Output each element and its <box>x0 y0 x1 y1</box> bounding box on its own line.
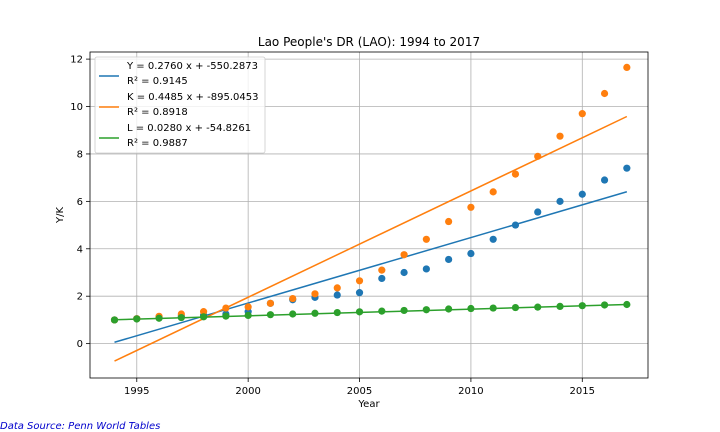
legend-r2-L: R² = 0.9887 <box>127 138 188 149</box>
data-point-L <box>333 308 341 317</box>
data-point-K <box>600 89 609 98</box>
data-point-L <box>222 312 230 320</box>
plot-frame <box>89 51 649 379</box>
y-tick-label: 8 <box>77 149 83 160</box>
data-point-L <box>155 314 163 322</box>
legend-equation-L: L = 0.0280 x + -54.8261 <box>127 123 251 134</box>
x-tick-label: 2005 <box>347 386 372 397</box>
data-point-L <box>289 310 297 318</box>
x-ticks: 1995 2000 2005 2010 2015 <box>124 378 595 397</box>
y-axis-label: Y/K <box>55 207 66 224</box>
fit-line-L <box>114 303 627 321</box>
data-point-L <box>133 315 141 323</box>
chart-title: Lao People's DR (LAO): 1994 to 2017 <box>258 35 480 49</box>
data-point-Y <box>378 274 386 283</box>
legend-r2-Y: R² = 0.9145 <box>127 76 188 87</box>
data-point-L <box>244 311 252 320</box>
data-point-Y <box>623 164 631 172</box>
data-point-K <box>266 299 275 307</box>
x-tick-label: 2010 <box>458 386 483 397</box>
x-axis-label: Year <box>357 399 380 410</box>
data-point-Y <box>333 291 341 299</box>
y-tick-label: 2 <box>77 292 83 303</box>
fit-lines <box>114 115 628 362</box>
data-point-K <box>333 284 341 292</box>
x-tick-label: 2000 <box>235 386 260 397</box>
data-point-Y <box>578 190 586 198</box>
legend-r2-K: R² = 0.8918 <box>127 107 188 118</box>
y-tick-label: 6 <box>77 197 83 208</box>
data-point-L <box>467 304 475 313</box>
data-point-L <box>534 303 542 311</box>
data-point-L <box>600 301 609 309</box>
data-point-K <box>489 188 497 196</box>
data-point-K <box>534 152 542 160</box>
data-point-K <box>623 63 631 72</box>
data-point-Y <box>600 176 609 184</box>
data-point-L <box>578 302 586 310</box>
data-point-Y <box>400 268 408 277</box>
x-tick-label: 2015 <box>570 386 595 397</box>
data-point-K <box>200 308 208 316</box>
data-point-K <box>578 110 586 118</box>
data-point-L <box>177 313 185 322</box>
data-point-Y <box>534 208 542 216</box>
data-point-K <box>222 304 230 312</box>
data-point-K <box>422 235 430 243</box>
data-point-Y <box>511 221 520 229</box>
data-point-K <box>445 217 453 226</box>
data-point-L <box>445 305 453 313</box>
data-point-K <box>244 303 252 311</box>
y-ticks: 0 2 4 6 8 10 12 <box>70 55 90 350</box>
data-point-Y <box>355 289 364 297</box>
data-point-K <box>556 132 564 140</box>
data-point-Y <box>445 255 453 264</box>
y-tick-label: 4 <box>77 244 83 255</box>
data-point-L <box>489 304 497 312</box>
data-point-K <box>467 203 475 211</box>
data-point-K <box>311 290 319 298</box>
legend-equation-K: K = 0.4485 x + -895.0453 <box>127 92 258 103</box>
data-point-L <box>266 311 275 319</box>
data-points <box>110 63 631 324</box>
data-point-L <box>623 300 631 309</box>
data-point-L <box>355 308 364 316</box>
data-point-Y <box>467 249 475 258</box>
grid <box>90 52 648 378</box>
y-tick-label: 0 <box>77 339 83 350</box>
x-tick-label: 1995 <box>124 386 149 397</box>
data-point-L <box>110 316 119 324</box>
data-point-L <box>511 303 520 312</box>
data-point-Y <box>489 235 497 243</box>
legend-box <box>94 56 266 154</box>
data-point-L <box>311 309 319 317</box>
data-point-L <box>200 313 208 321</box>
data-source-note: Data Source: Penn World Tables <box>0 421 161 432</box>
data-point-K <box>400 251 408 259</box>
legend-equation-Y: Y = 0.2760 x + -550.2873 <box>126 61 258 72</box>
data-point-K <box>289 294 297 303</box>
fit-line-K <box>114 115 628 362</box>
data-point-L <box>556 302 564 310</box>
data-point-L <box>378 307 386 315</box>
y-tick-label: 10 <box>70 102 83 113</box>
data-point-K <box>355 277 364 285</box>
data-point-L <box>400 306 408 315</box>
data-point-Y <box>422 265 430 273</box>
data-point-K <box>378 266 386 274</box>
data-point-K <box>511 170 520 178</box>
y-tick-label: 12 <box>70 55 83 66</box>
legend: Y = 0.2760 x + -550.2873 R² = 0.9145 K = 0… <box>94 56 266 154</box>
data-point-Y <box>556 197 564 205</box>
data-point-L <box>422 306 430 314</box>
